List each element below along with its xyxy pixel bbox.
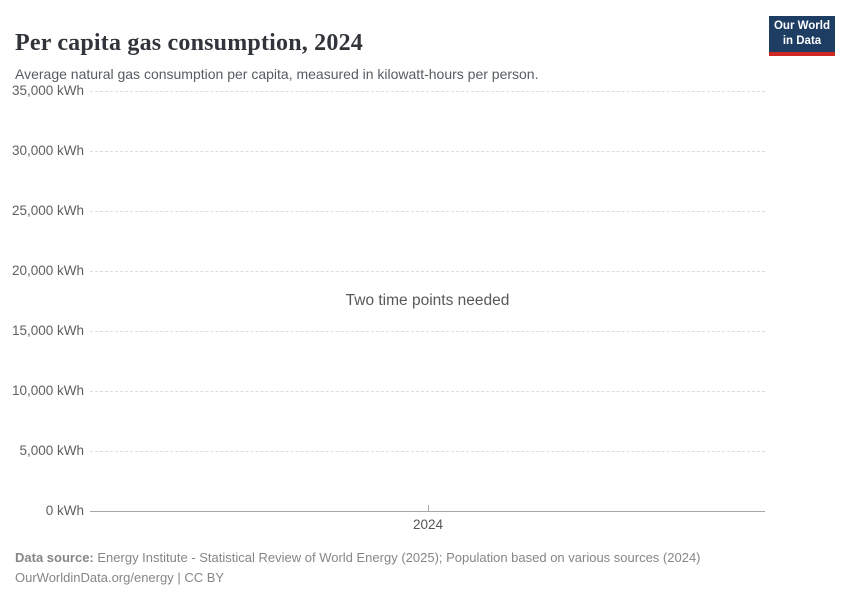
gridline bbox=[90, 331, 765, 332]
attribution-line: OurWorldinData.org/energy | CC BY bbox=[15, 570, 225, 585]
data-source-text: Energy Institute - Statistical Review of… bbox=[97, 550, 701, 565]
y-tick-label: 5,000 kWh bbox=[19, 443, 84, 458]
owid-logo-line1: Our World bbox=[773, 20, 830, 32]
owid-logo-line2: in Data bbox=[782, 34, 822, 47]
y-tick-label: 0 kWh bbox=[45, 503, 84, 518]
gridline bbox=[90, 391, 765, 392]
x-tick-mark bbox=[428, 505, 429, 512]
owid-logo[interactable]: Our World in Data bbox=[769, 16, 835, 57]
plot-area: 35,000 kWh 30,000 kWh 25,000 kWh 20,000 … bbox=[11, 83, 765, 532]
empty-state-message: Two time points needed bbox=[345, 292, 510, 309]
gridline bbox=[90, 211, 765, 212]
footer: Data source: Energy Institute - Statisti… bbox=[15, 548, 835, 588]
data-source-label: Data source: bbox=[15, 550, 94, 565]
gridline bbox=[90, 271, 765, 272]
gridline bbox=[90, 151, 765, 152]
gridline bbox=[90, 451, 765, 452]
x-tick-label: 2024 bbox=[412, 517, 444, 532]
data-source-line: Data source: Energy Institute - Statisti… bbox=[15, 548, 835, 568]
y-tick-label: 15,000 kWh bbox=[11, 323, 84, 338]
chart-subtitle: Average natural gas consumption per capi… bbox=[15, 66, 539, 82]
chart-title: Per capita gas consumption, 2024 bbox=[15, 30, 363, 57]
y-tick-label: 10,000 kWh bbox=[11, 383, 84, 398]
y-tick-label: 30,000 kWh bbox=[11, 143, 84, 158]
y-tick-label: 35,000 kWh bbox=[11, 83, 84, 98]
y-tick-label: 25,000 kWh bbox=[11, 203, 84, 218]
y-tick-label: 20,000 kWh bbox=[11, 263, 84, 278]
x-axis-line bbox=[90, 511, 765, 512]
gridline bbox=[90, 91, 765, 92]
